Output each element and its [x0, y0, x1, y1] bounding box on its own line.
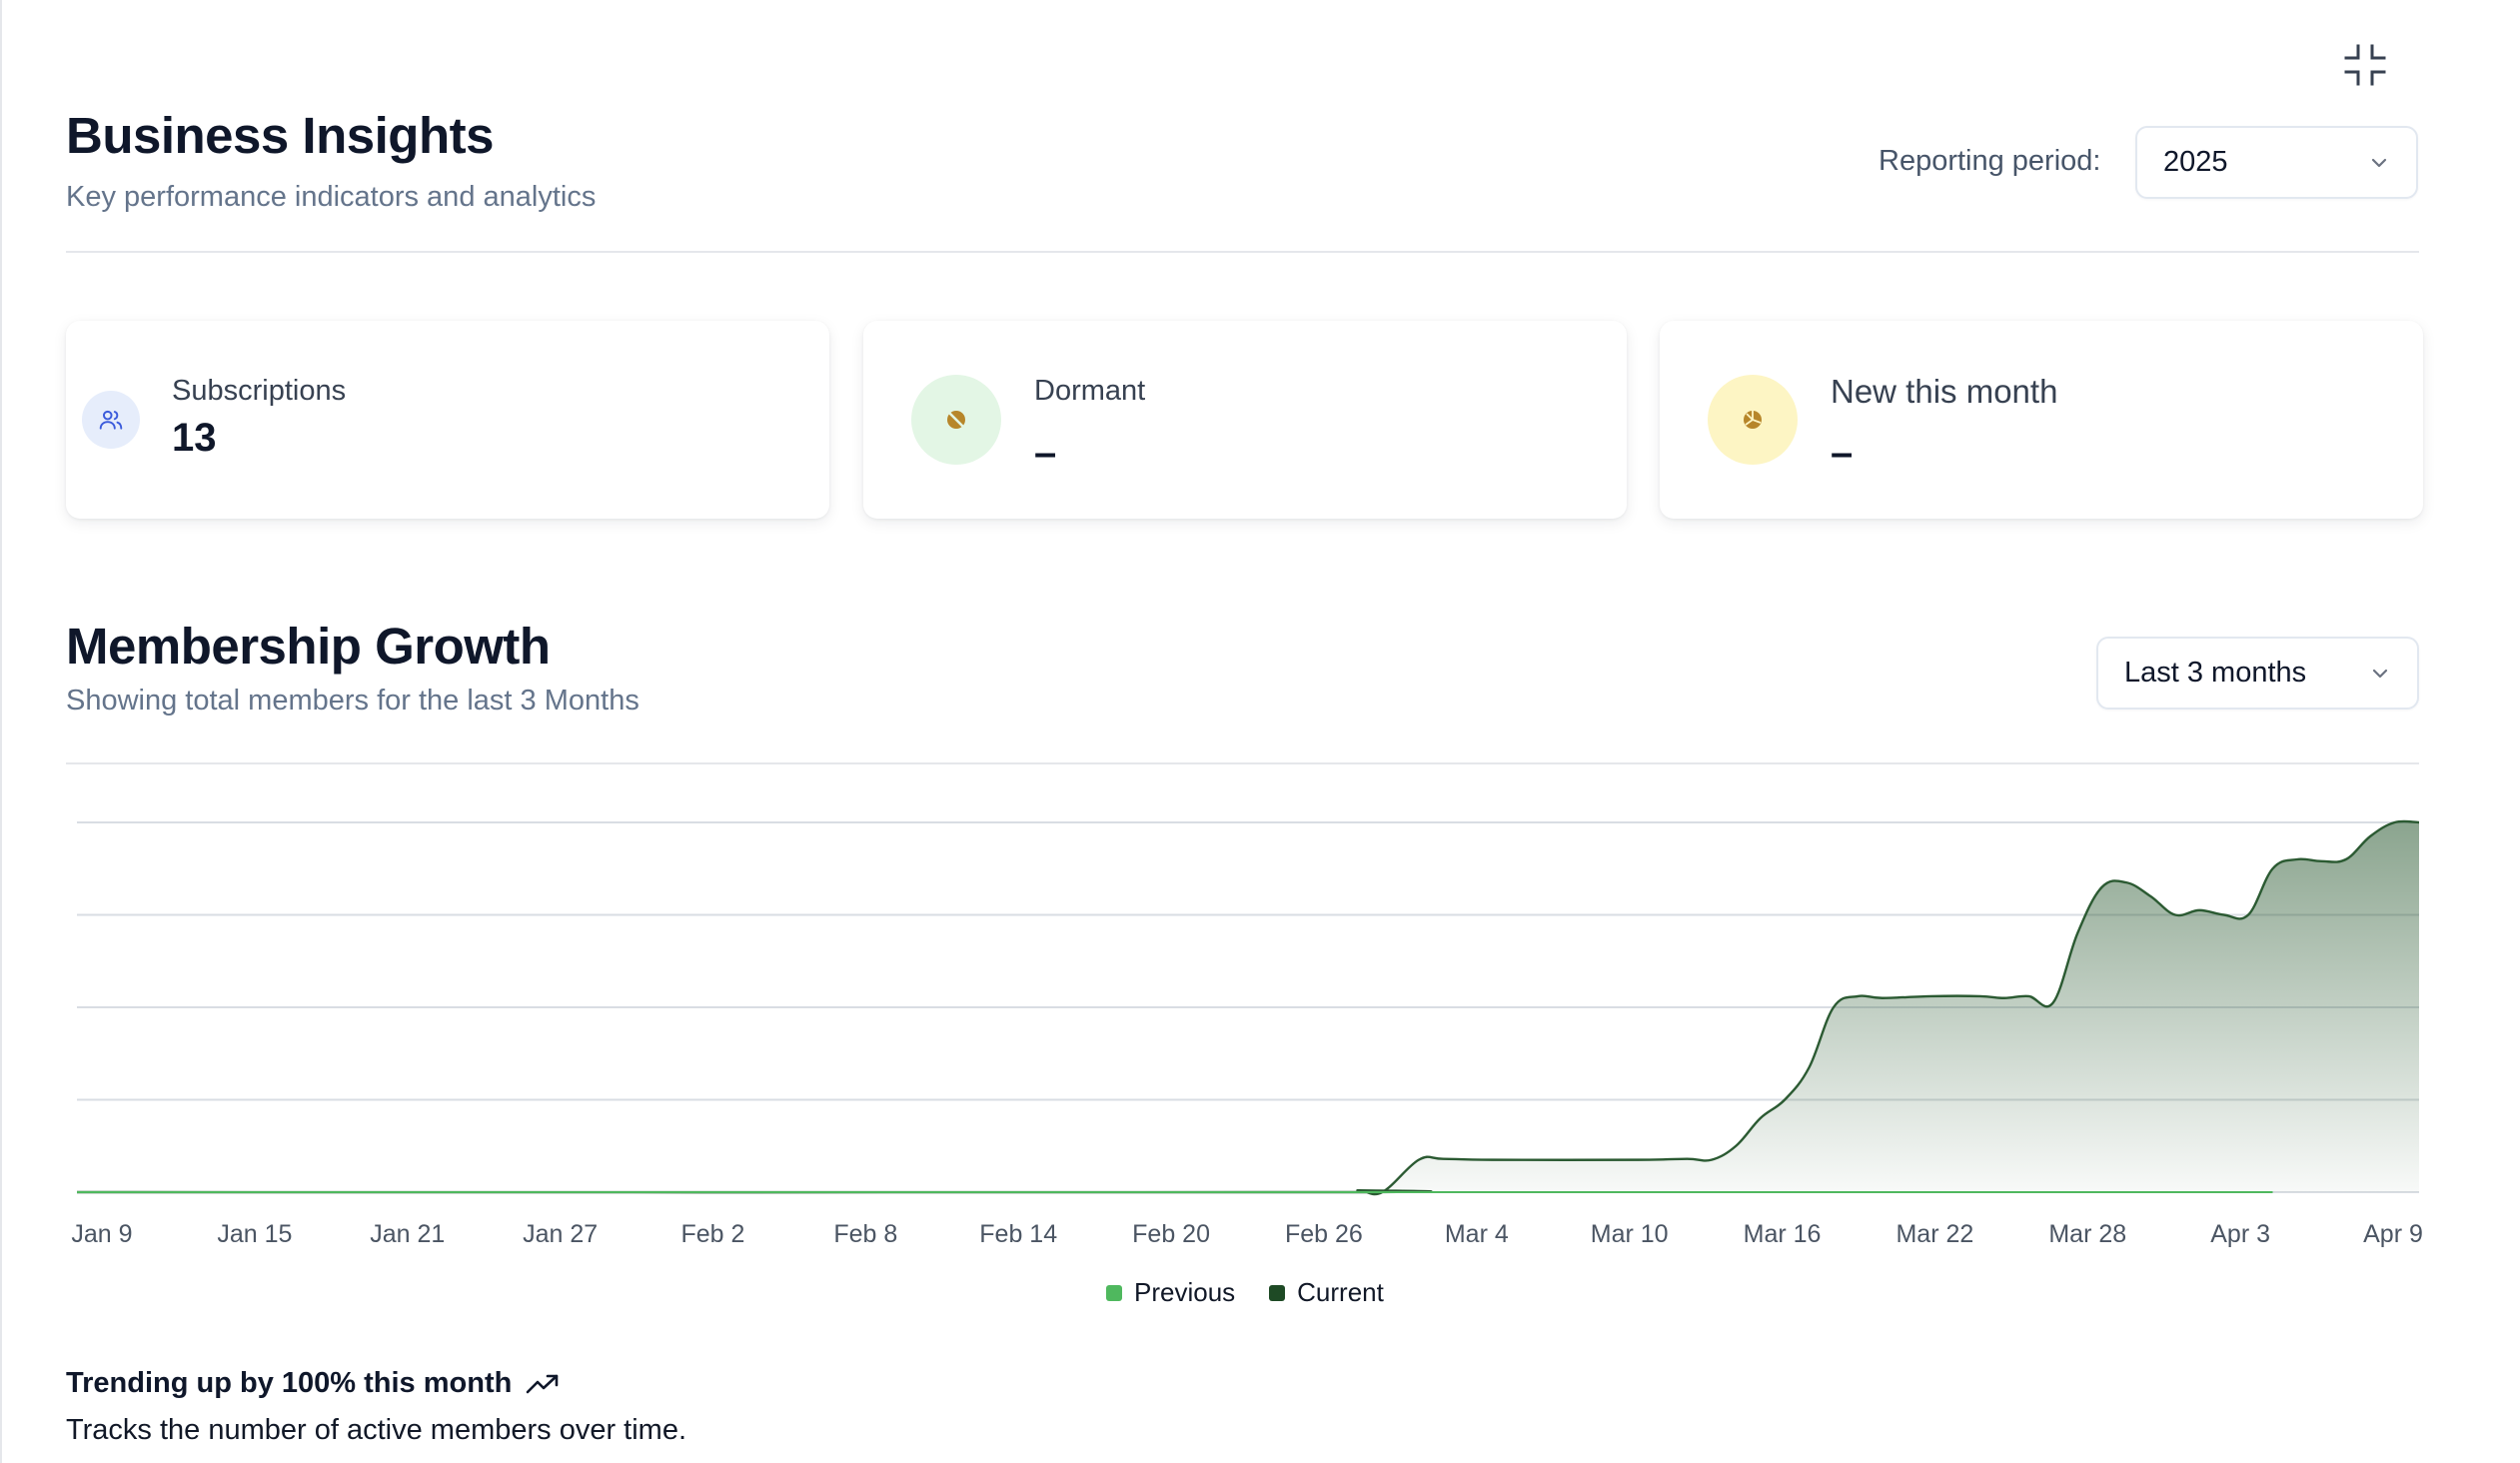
chevron-down-icon — [2371, 158, 2387, 167]
reporting-period-label: Reporting period: — [1879, 145, 2101, 177]
x-tick-label: Jan 21 — [370, 1220, 445, 1248]
page-title: Business Insights — [66, 107, 494, 164]
stat-card-subscriptions: Subscriptions 13 — [66, 321, 829, 519]
stat-value: – — [1034, 431, 1057, 475]
stat-label: Dormant — [1034, 375, 1146, 407]
section-subtitle: Showing total members for the last 3 Mon… — [66, 685, 639, 717]
header-divider — [66, 251, 2419, 253]
x-tick-label: Mar 16 — [1744, 1220, 1822, 1248]
legend-label-current: Current — [1297, 1277, 1384, 1307]
trending-up-icon — [527, 1374, 559, 1393]
legend-swatch-previous — [1106, 1284, 1122, 1301]
dormant-icon — [911, 375, 1001, 465]
stat-label: Subscriptions — [172, 375, 347, 407]
collapse-icon — [2344, 44, 2386, 86]
series-area-current — [77, 820, 2419, 1195]
x-tick-label: Feb 8 — [833, 1220, 897, 1248]
x-tick-label: Feb 14 — [979, 1220, 1057, 1248]
x-tick-label: Apr 3 — [2210, 1220, 2270, 1248]
legend-item-previous[interactable]: Previous — [1106, 1277, 1235, 1308]
x-tick-label: Feb 26 — [1285, 1220, 1363, 1248]
x-tick-label: Mar 28 — [2048, 1220, 2126, 1248]
stat-label: New this month — [1831, 373, 2058, 410]
x-tick-label: Mar 10 — [1591, 1220, 1669, 1248]
series-line-current — [76, 819, 2420, 1196]
legend-swatch-current — [1269, 1284, 1286, 1301]
membership-growth-chart: Jan 9 Jan 15 Jan 21 Jan 27 Feb 2 Feb 8 Feb 14 F… — [71, 819, 2423, 1248]
legend-label-previous: Previous — [1134, 1277, 1236, 1307]
chart-legend: Previous Current — [1106, 1277, 1384, 1308]
section-title: Membership Growth — [66, 618, 551, 675]
x-tick-label: Mar 22 — [1895, 1220, 1973, 1248]
x-tick-label: Jan 9 — [71, 1220, 132, 1248]
x-tick-label: Mar 4 — [1445, 1220, 1509, 1248]
stat-value: – — [1831, 431, 1854, 475]
x-tick-label: Jan 15 — [217, 1220, 292, 1248]
chevron-down-icon — [2372, 669, 2388, 678]
left-border — [0, 0, 2, 1463]
section-divider — [66, 762, 2419, 764]
new-icon — [1708, 375, 1798, 465]
time-range-select[interactable]: Last 3 months — [2096, 637, 2419, 710]
x-tick-label: Feb 20 — [1132, 1220, 1210, 1248]
x-tick-label: Apr 9 — [2363, 1220, 2423, 1248]
users-icon — [82, 391, 140, 449]
trend-text: Trending up by 100% this month — [66, 1367, 513, 1399]
time-range-value: Last 3 months — [2124, 657, 2307, 689]
trend-summary: Trending up by 100% this month — [66, 1367, 560, 1400]
footer-note: Tracks the number of active members over… — [66, 1414, 687, 1446]
x-tick-label: Jan 27 — [523, 1220, 598, 1248]
reporting-period-select[interactable]: 2025 — [2135, 126, 2418, 199]
collapse-button[interactable] — [2340, 40, 2390, 90]
stat-value: 13 — [172, 416, 217, 460]
stat-card-dormant: Dormant – — [863, 321, 1627, 519]
x-tick-label: Feb 2 — [680, 1220, 744, 1248]
legend-item-current[interactable]: Current — [1269, 1277, 1384, 1308]
stat-card-new-this-month: New this month – — [1660, 321, 2423, 519]
page-subtitle: Key performance indicators and analytics — [66, 181, 597, 213]
reporting-period-value: 2025 — [2163, 146, 2228, 178]
